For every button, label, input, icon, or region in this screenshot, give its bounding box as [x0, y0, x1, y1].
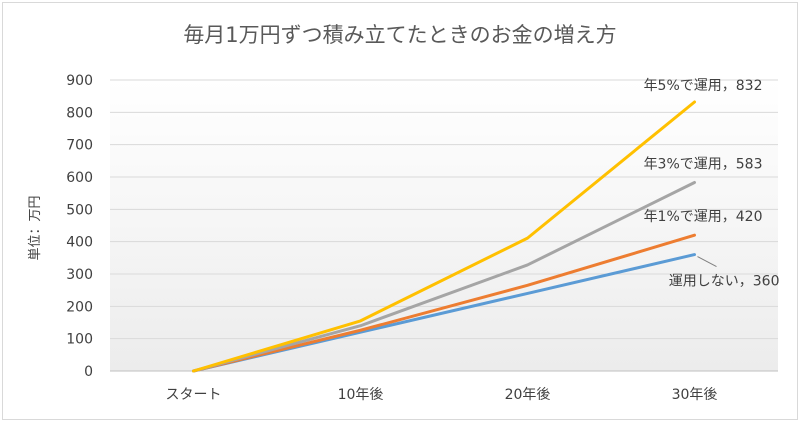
y-tick-label: 0: [84, 364, 93, 380]
y-tick-label: 100: [66, 332, 93, 348]
y-tick-label: 200: [66, 299, 93, 315]
y-tick-label: 300: [66, 267, 93, 283]
y-tick-label: 600: [66, 170, 93, 186]
data-label: 運用しない，360: [669, 274, 780, 290]
y-tick-label: 800: [66, 105, 93, 121]
plot-area: [110, 80, 778, 371]
data-label: 年1%で運用，420: [644, 209, 763, 225]
y-tick-label: 900: [66, 73, 93, 89]
series-line: [192, 180, 696, 373]
series-line: [192, 233, 696, 373]
data-label: 年3%で運用，583: [644, 156, 763, 172]
data-label: 年5%で運用，832: [644, 78, 763, 94]
x-tick-label: スタート: [166, 387, 222, 403]
y-tick-label: 500: [66, 202, 93, 218]
y-tick-label: 700: [66, 138, 93, 154]
x-tick-label: 10年後: [338, 387, 384, 403]
y-tick-label: 400: [66, 235, 93, 251]
series-line: [192, 100, 696, 373]
label-leader-line: [697, 256, 717, 268]
chart-title: 毎月1万円ずつ積み立てたときのお金の増え方: [183, 23, 616, 47]
x-tick-label: 20年後: [505, 387, 551, 403]
y-axis-label: 単位：万円: [27, 195, 43, 260]
x-tick-label: 30年後: [672, 387, 718, 403]
